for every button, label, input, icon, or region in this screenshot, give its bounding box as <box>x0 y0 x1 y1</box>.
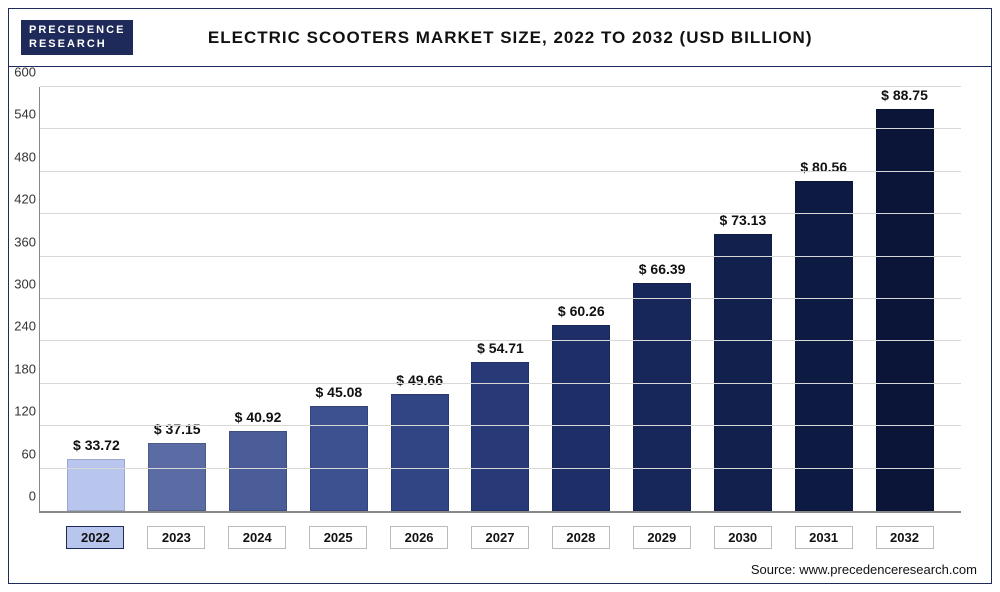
x-tick-2030: 2030 <box>714 526 772 549</box>
bar-rect <box>552 325 610 511</box>
bar-value-label: $ 66.39 <box>639 261 686 277</box>
grid-line <box>40 298 961 299</box>
x-tick-2024: 2024 <box>228 526 286 549</box>
bar-value-label: $ 54.71 <box>477 340 524 356</box>
bar-rect <box>876 109 934 511</box>
bar-2028: $ 60.26 <box>547 87 616 511</box>
chart-frame: PRECEDENCE RESEARCH ELECTRIC SCOOTERS MA… <box>8 8 992 584</box>
grid-line <box>40 86 961 87</box>
logo-line2: RESEARCH <box>29 38 125 51</box>
bar-value-label: $ 45.08 <box>315 384 362 400</box>
bars-container: $ 33.72 $ 37.15 $ 40.92 $ 45.08 $ 49.66 $ 54.… <box>40 87 961 511</box>
bar-2029: $ 66.39 <box>628 87 697 511</box>
bar-value-label: $ 80.56 <box>800 159 847 175</box>
bar-value-label: $ 37.15 <box>154 421 201 437</box>
bar-2025: $ 45.08 <box>304 87 373 511</box>
bar-rect <box>391 394 449 511</box>
x-tick-2022: 2022 <box>66 526 124 549</box>
x-tick-2031: 2031 <box>795 526 853 549</box>
chart-title: ELECTRIC SCOOTERS MARKET SIZE, 2022 TO 2… <box>151 28 979 48</box>
bar-rect <box>148 443 206 511</box>
bar-rect <box>633 283 691 511</box>
chart-header: PRECEDENCE RESEARCH ELECTRIC SCOOTERS MA… <box>9 9 991 67</box>
plot-area: $ 33.72 $ 37.15 $ 40.92 $ 45.08 $ 49.66 $ 54.… <box>39 87 961 513</box>
bar-value-label: $ 40.92 <box>235 409 282 425</box>
bar-rect <box>229 431 287 511</box>
bar-2032: $ 88.75 <box>870 87 939 511</box>
x-tick-2026: 2026 <box>390 526 448 549</box>
x-tick-2028: 2028 <box>552 526 610 549</box>
source-text: Source: www.precedenceresearch.com <box>751 562 977 577</box>
logo-line1: PRECEDENCE <box>29 24 125 36</box>
bar-value-label: $ 49.66 <box>396 372 443 388</box>
x-tick-2029: 2029 <box>633 526 691 549</box>
y-tick-label: 120 <box>0 404 36 419</box>
bar-value-label: $ 60.26 <box>558 303 605 319</box>
bar-2027: $ 54.71 <box>466 87 535 511</box>
bar-rect <box>795 181 853 511</box>
bar-2026: $ 49.66 <box>385 87 454 511</box>
x-tick-2025: 2025 <box>309 526 367 549</box>
x-tick-2027: 2027 <box>471 526 529 549</box>
x-axis: 2022 2023 2024 2025 2026 2027 2028 2029 2030 2031… <box>39 526 961 549</box>
x-tick-2032: 2032 <box>876 526 934 549</box>
grid-line <box>40 256 961 257</box>
grid-line <box>40 213 961 214</box>
bar-value-label: $ 73.13 <box>720 212 767 228</box>
bar-2030: $ 73.13 <box>709 87 778 511</box>
bar-rect <box>67 459 125 511</box>
bar-2023: $ 37.15 <box>143 87 212 511</box>
y-tick-label: 360 <box>0 234 36 249</box>
y-tick-label: 180 <box>0 361 36 376</box>
bar-2022: $ 33.72 <box>62 87 131 511</box>
grid-line <box>40 425 961 426</box>
bar-rect <box>310 406 368 511</box>
y-tick-label: 420 <box>0 192 36 207</box>
y-tick-label: 540 <box>0 107 36 122</box>
bar-value-label: $ 88.75 <box>881 87 928 103</box>
y-tick-label: 60 <box>0 446 36 461</box>
x-tick-2023: 2023 <box>147 526 205 549</box>
bar-value-label: $ 33.72 <box>73 437 120 453</box>
y-tick-label: 480 <box>0 149 36 164</box>
grid-line <box>40 383 961 384</box>
bar-rect <box>471 362 529 511</box>
bar-2031: $ 80.56 <box>789 87 858 511</box>
grid-line <box>40 128 961 129</box>
grid-line <box>40 340 961 341</box>
grid-line <box>40 171 961 172</box>
bar-rect <box>714 234 772 511</box>
y-tick-label: 0 <box>0 489 36 504</box>
y-tick-label: 600 <box>0 65 36 80</box>
y-tick-label: 240 <box>0 319 36 334</box>
y-tick-label: 300 <box>0 277 36 292</box>
brand-logo: PRECEDENCE RESEARCH <box>21 20 133 54</box>
bar-2024: $ 40.92 <box>224 87 293 511</box>
grid-line <box>40 468 961 469</box>
